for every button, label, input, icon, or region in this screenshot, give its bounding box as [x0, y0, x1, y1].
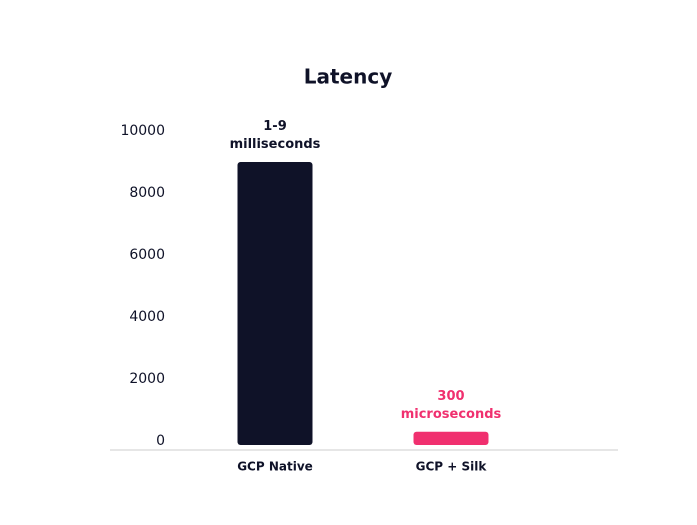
y-tick-label: 4000	[129, 309, 165, 325]
y-tick-label: 10000	[120, 123, 165, 139]
value-label: 300 microseconds	[400, 388, 502, 422]
bar	[237, 162, 313, 445]
x-tick-label: GCP + Silk	[416, 460, 488, 474]
y-tick-label: 2000	[129, 371, 165, 387]
y-tick-label: 0	[156, 433, 165, 449]
x-tick-label: GCP Native	[237, 460, 313, 474]
value-label: 1-9 milliseconds	[229, 119, 321, 152]
y-tick-label: 8000	[129, 185, 165, 201]
bar	[413, 431, 489, 445]
y-tick-label: 6000	[129, 247, 165, 263]
chart-title: Latency	[304, 65, 393, 89]
